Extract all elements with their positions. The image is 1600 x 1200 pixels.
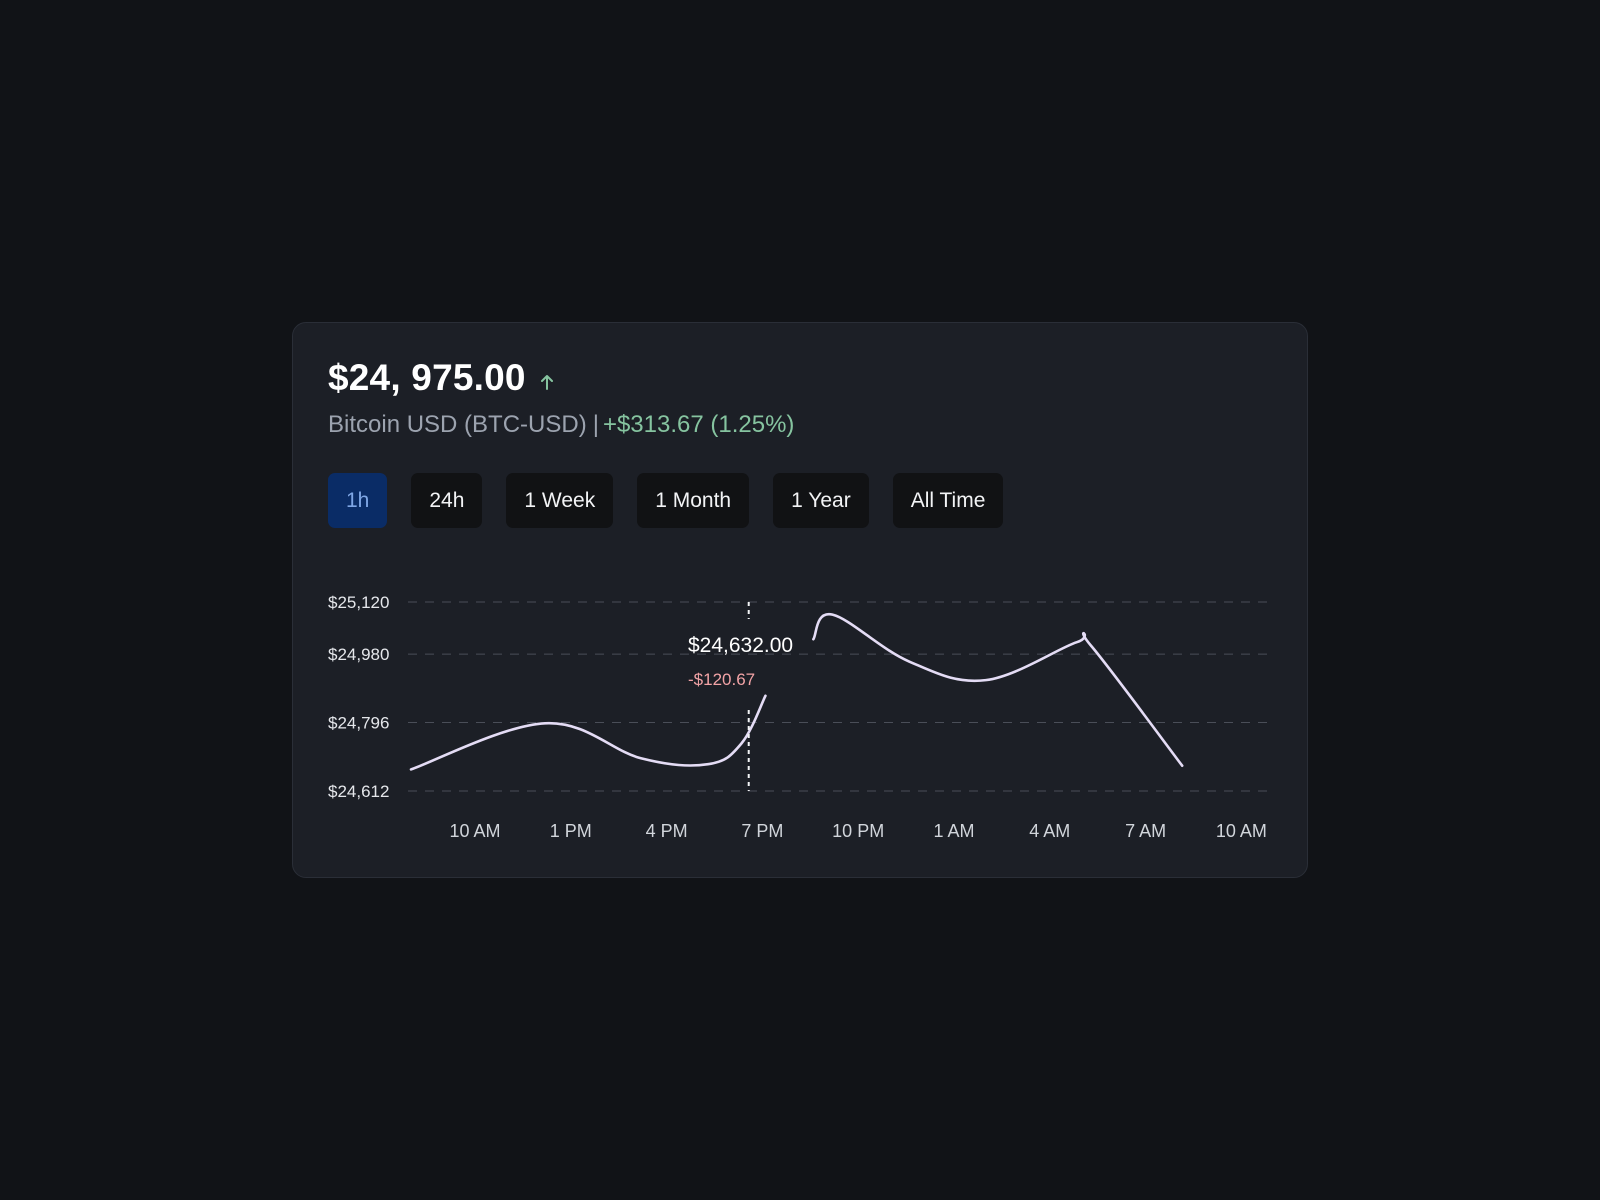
y-tick-label: $25,120 xyxy=(328,593,389,612)
y-tick-label: $24,796 xyxy=(328,714,389,733)
x-tick-label: 10 PM xyxy=(832,821,884,841)
range-button-1-year[interactable]: 1 Year xyxy=(773,473,869,528)
subtitle-separator: | xyxy=(592,411,599,438)
range-button-24h[interactable]: 24h xyxy=(411,473,483,528)
range-button-1-week[interactable]: 1 Week xyxy=(506,473,614,528)
y-tick-label: $24,612 xyxy=(328,782,389,801)
time-range-selector: 1h 24h 1 Week 1 Month 1 Year All Time xyxy=(328,473,1004,528)
price-row: $24, 975.00 xyxy=(328,357,554,399)
y-tick-label: $24,980 xyxy=(328,645,389,664)
range-button-1-month[interactable]: 1 Month xyxy=(637,473,750,528)
x-tick-label: 10 AM xyxy=(1216,821,1267,841)
asset-name: Bitcoin USD (BTC-USD) xyxy=(328,411,587,438)
x-tick-label: 4 AM xyxy=(1029,821,1070,841)
tooltip-change: -$120.67 xyxy=(688,670,755,689)
tooltip-price: $24,632.00 xyxy=(688,634,793,657)
asset-subtitle: Bitcoin USD (BTC-USD) | +$313.67 (1.25%) xyxy=(328,411,794,439)
price-line-chart[interactable]: $25,120 $24,980 $24,796 $24,612 10 AM 1 PM 4 … xyxy=(293,323,1309,879)
current-price: $24, 975.00 xyxy=(328,357,526,398)
x-tick-label: 10 AM xyxy=(449,821,500,841)
x-tick-label: 1 PM xyxy=(550,821,592,841)
price-change: +$313.67 (1.25%) xyxy=(602,411,795,438)
x-tick-label: 7 PM xyxy=(741,821,783,841)
x-tick-label: 4 PM xyxy=(646,821,688,841)
range-button-1h[interactable]: 1h xyxy=(328,473,388,528)
arrow-up-icon xyxy=(540,374,554,390)
x-tick-label: 1 AM xyxy=(933,821,974,841)
series-line xyxy=(812,613,1184,768)
range-button-all-time[interactable]: All Time xyxy=(892,473,1004,528)
price-chart-card: $24, 975.00 Bitcoin USD (BTC-USD) | +$313.… xyxy=(292,322,1308,878)
x-tick-label: 7 AM xyxy=(1125,821,1166,841)
series-line xyxy=(409,694,767,771)
